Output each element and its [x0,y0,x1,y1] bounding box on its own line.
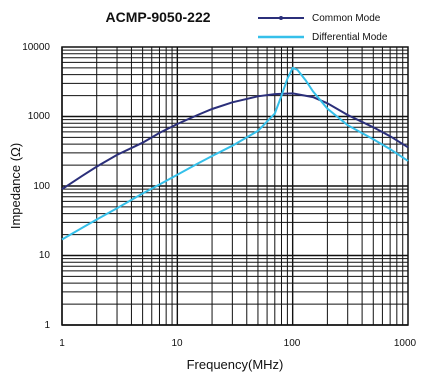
plot-frame [61,46,409,326]
y-tick-label: 10000 [22,42,50,53]
x-axis-label: Frequency(MHz) [187,357,284,372]
legend-marker-common-mode [279,16,283,20]
chart-title: ACMP-9050-222 [105,9,210,25]
y-tick-label: 100 [33,181,50,192]
legend-item-differential-mode: Differential Mode [258,32,388,43]
y-tick-label: 1000 [28,111,51,122]
grid [61,47,408,326]
series [61,66,409,241]
x-tick-label: 1 [59,338,65,349]
series-line-differential-mode [61,66,409,241]
y-axis: 1 10 100 1000 10000 Impedance (Ω) [8,42,50,331]
legend-label-differential-mode: Differential Mode [312,32,388,43]
y-tick-label: 1 [44,320,50,331]
legend-item-common-mode: Common Mode [258,13,381,24]
x-axis: 1 10 100 1000 Frequency(MHz) [59,338,416,372]
x-tick-label: 1000 [394,338,417,349]
y-axis-label: Impedance (Ω) [8,143,23,229]
series-line-common-mode [61,92,409,191]
x-tick-label: 100 [284,338,301,349]
legend-label-common-mode: Common Mode [312,13,381,24]
x-tick-label: 10 [171,338,183,349]
legend: Common Mode Differential Mode [258,13,388,43]
y-tick-label: 10 [39,250,51,261]
